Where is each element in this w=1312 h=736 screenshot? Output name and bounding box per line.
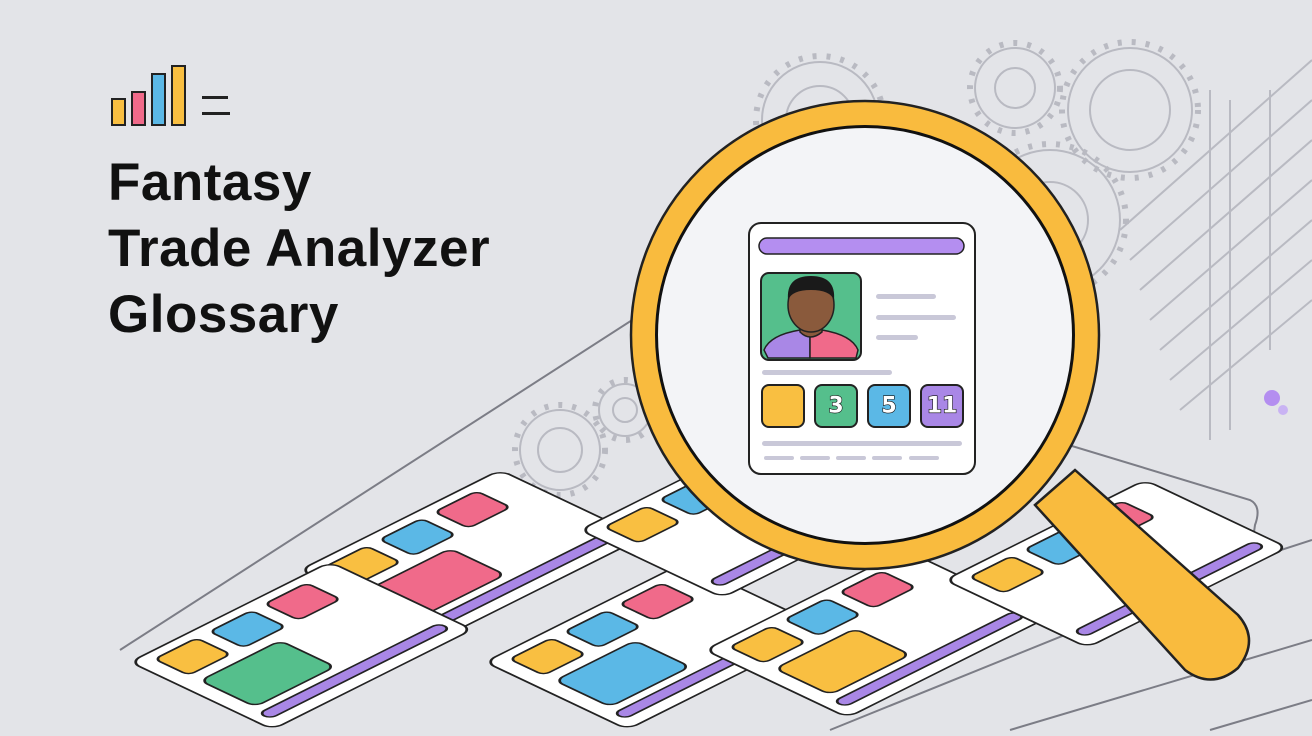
stat-badge [606, 506, 679, 543]
stat-badge [156, 638, 229, 675]
player-avatar [203, 642, 333, 706]
stat-badge [786, 599, 859, 635]
magnified-player-card: 3 5 11 [748, 222, 976, 475]
title-line: Fantasy [108, 153, 312, 212]
title-line: Glossary [108, 285, 339, 344]
stat-badge [621, 583, 694, 620]
player-avatar [778, 630, 908, 694]
stat-badge: 11 [920, 384, 964, 428]
stat-badge [436, 491, 509, 528]
stat-badge [566, 611, 639, 647]
stat-badge: 3 [814, 384, 858, 428]
magnifier-handle [1033, 468, 1251, 681]
player-avatar [760, 272, 862, 361]
stat-badge [841, 571, 914, 608]
stat-badge [511, 638, 584, 675]
card-header-bar [758, 237, 965, 255]
gear-icon [974, 47, 1056, 129]
stat-badge [381, 519, 454, 555]
stat-badge [731, 626, 804, 663]
stat-badge-label: 11 [927, 394, 958, 419]
app-logo [110, 64, 235, 133]
player-avatar [558, 642, 688, 706]
stat-badge-label: 3 [828, 394, 843, 419]
gear-icon [519, 409, 601, 491]
player-card [709, 552, 1044, 716]
stat-badge [266, 583, 339, 620]
dot [1278, 405, 1288, 415]
stat-badge [971, 556, 1044, 593]
stat-badge: 5 [867, 384, 911, 428]
player-card [134, 564, 469, 728]
gear-icon [1067, 47, 1193, 173]
stat-badge-label: 5 [881, 394, 896, 419]
page-title: Fantasy Trade Analyzer Glossary [108, 150, 490, 348]
title-line: Trade Analyzer [108, 219, 491, 278]
dot [1264, 390, 1280, 406]
bar-chart-menu-icon [111, 65, 230, 126]
stat-badge [211, 611, 284, 647]
stat-badge [761, 384, 805, 428]
